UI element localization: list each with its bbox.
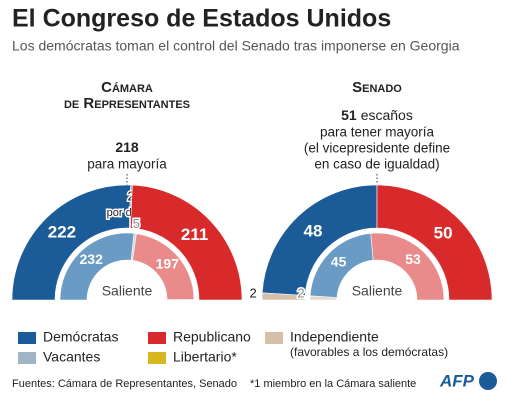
majority-value: 218 (115, 139, 139, 155)
legend-swatch (18, 332, 36, 344)
legend-label: Libertario* (173, 349, 237, 365)
seat-segment (370, 232, 445, 301)
majority-note: para mayoría (87, 157, 167, 172)
majority-note: para tener mayoría (320, 125, 435, 140)
logo: AFP (439, 371, 475, 390)
subtitle: Los demócratas toman el control del Sena… (12, 38, 460, 54)
majority-note: (el vicepresidente define (304, 141, 450, 156)
seat-label: 45 (331, 253, 347, 269)
chart-title: de Representantes (64, 95, 190, 112)
majority-note: en caso de igualdad) (314, 157, 439, 172)
seat-label: 232 (80, 251, 104, 267)
majority-unit: escaños (361, 107, 413, 123)
legend-swatch (148, 352, 166, 364)
seat-label: 48 (304, 221, 323, 240)
legend-label: Vacantes (43, 349, 100, 365)
seat-label: 5 (133, 216, 140, 231)
chart-title: Senado (352, 79, 402, 96)
seat-label: 211 (181, 225, 208, 244)
majority-value: 51 (341, 107, 357, 123)
seat-label: 2 (249, 285, 256, 300)
footnote: *1 miembro en la Cámara saliente (250, 378, 416, 390)
chart-title: Cámara (101, 79, 153, 96)
seat-label: 53 (405, 251, 421, 267)
seat-segment (130, 184, 243, 301)
legend-label: Republicano (173, 329, 251, 345)
majority: 51 escaños (341, 107, 413, 123)
legend-swatch (265, 332, 283, 344)
center-label: Saliente (352, 283, 403, 299)
legend-label: Independiente (290, 329, 379, 345)
seat-label: 2 (127, 189, 134, 204)
source: Fuentes: Cámara de Representantes, Senad… (12, 378, 237, 390)
legend-swatch (148, 332, 166, 344)
center-label: Saliente (102, 283, 153, 299)
majority: 218 (115, 139, 139, 155)
seat-label: 2 (297, 285, 304, 300)
seat-label: 222 (48, 222, 76, 241)
title: El Congreso de Estados Unidos (12, 5, 391, 33)
seat-label: 197 (156, 255, 180, 271)
seat-label: 50 (434, 223, 453, 242)
legend-note: (favorables a los demócratas) (290, 345, 448, 359)
legend-swatch (18, 352, 36, 364)
legend-label: Demócratas (43, 329, 118, 345)
seat-segment (376, 184, 493, 301)
logo-dot (479, 372, 497, 390)
